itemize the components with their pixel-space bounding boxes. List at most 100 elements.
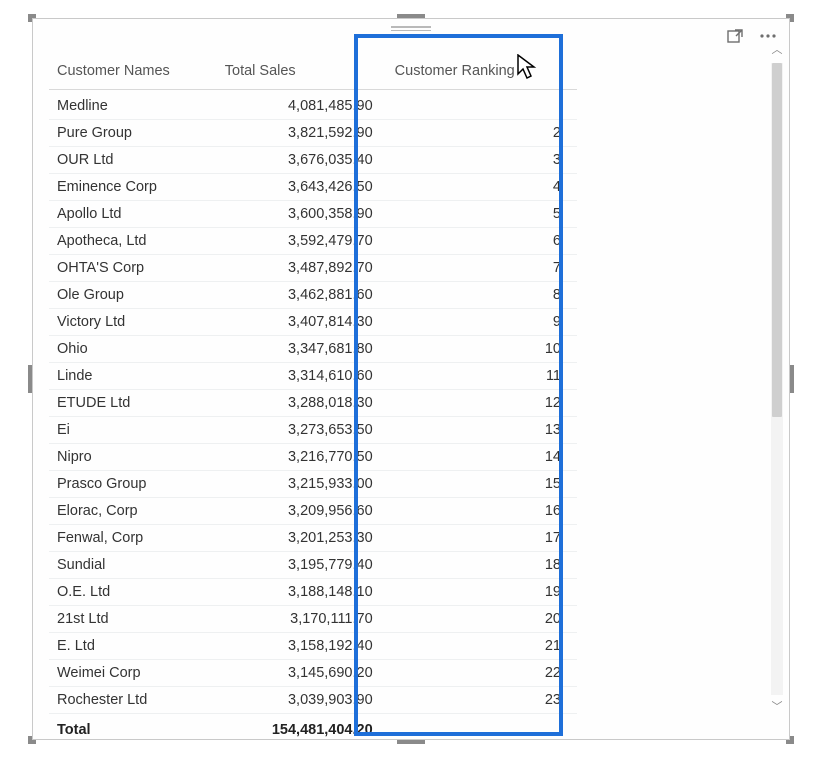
cell-customer-name: Nipro — [49, 444, 217, 471]
table-row[interactable]: Nipro3,216,770.5014 — [49, 444, 577, 471]
cell-customer-ranking: 17 — [381, 525, 577, 552]
cell-customer-name: Fenwal, Corp — [49, 525, 217, 552]
cell-total-sales: 3,288,018.30 — [217, 390, 381, 417]
scrollbar-thumb[interactable] — [772, 63, 782, 417]
customer-table: Customer Names Total Sales Customer Rank… — [49, 57, 577, 744]
table-row[interactable]: Victory Ltd3,407,814.309 — [49, 309, 577, 336]
scroll-up-icon[interactable]: ︿ — [771, 45, 783, 56]
cell-customer-ranking: 9 — [381, 309, 577, 336]
table-row[interactable]: Apollo Ltd3,600,358.905 — [49, 201, 577, 228]
cell-customer-name: 21st Ltd — [49, 606, 217, 633]
cell-total-sales: 3,462,881.60 — [217, 282, 381, 309]
cell-total-sales: 3,592,479.70 — [217, 228, 381, 255]
table-header-row: Customer Names Total Sales Customer Rank… — [49, 57, 577, 90]
cell-total-sales: 3,821,592.90 — [217, 120, 381, 147]
cell-customer-name: Apotheca, Ltd — [49, 228, 217, 255]
cell-total-sales: 3,347,681.80 — [217, 336, 381, 363]
cell-total-sales: 3,676,035.40 — [217, 147, 381, 174]
drag-grip[interactable] — [391, 25, 431, 32]
col-header-total-sales[interactable]: Total Sales — [217, 57, 381, 90]
table-row[interactable]: OUR Ltd3,676,035.403 — [49, 147, 577, 174]
cell-total-sales: 4,081,485.90 — [217, 90, 381, 120]
cell-customer-name: Ole Group — [49, 282, 217, 309]
cell-customer-name: OHTA'S Corp — [49, 255, 217, 282]
total-rank — [381, 714, 577, 745]
table-row[interactable]: Sundial3,195,779.4018 — [49, 552, 577, 579]
cell-total-sales: 3,314,610.60 — [217, 363, 381, 390]
cell-customer-ranking: 15 — [381, 471, 577, 498]
cell-customer-name: Linde — [49, 363, 217, 390]
cell-customer-ranking: 21 — [381, 633, 577, 660]
cell-total-sales: 3,600,358.90 — [217, 201, 381, 228]
cell-total-sales: 3,487,892.70 — [217, 255, 381, 282]
total-sales: 154,481,404.20 — [217, 714, 381, 745]
cell-customer-name: Elorac, Corp — [49, 498, 217, 525]
scroll-down-icon[interactable]: ﹀ — [771, 702, 783, 713]
table-area: Customer Names Total Sales Customer Rank… — [49, 57, 761, 721]
table-row[interactable]: Fenwal, Corp3,201,253.3017 — [49, 525, 577, 552]
cell-total-sales: 3,643,426.50 — [217, 174, 381, 201]
cell-customer-name: O.E. Ltd — [49, 579, 217, 606]
cell-customer-name: Eminence Corp — [49, 174, 217, 201]
table-row[interactable]: Elorac, Corp3,209,956.6016 — [49, 498, 577, 525]
cell-total-sales: 3,158,192.40 — [217, 633, 381, 660]
cell-customer-name: Weimei Corp — [49, 660, 217, 687]
cell-customer-name: Ei — [49, 417, 217, 444]
cell-customer-name: Sundial — [49, 552, 217, 579]
cell-total-sales: 3,215,933.00 — [217, 471, 381, 498]
cell-customer-ranking: 8 — [381, 282, 577, 309]
cell-customer-ranking: 4 — [381, 174, 577, 201]
table-row[interactable]: Pure Group3,821,592.902 — [49, 120, 577, 147]
table-row[interactable]: Linde3,314,610.6011 — [49, 363, 577, 390]
table-row[interactable]: Rochester Ltd3,039,903.9023 — [49, 687, 577, 714]
cell-total-sales: 3,201,253.30 — [217, 525, 381, 552]
cell-customer-name: Rochester Ltd — [49, 687, 217, 714]
table-row[interactable]: Eminence Corp3,643,426.504 — [49, 174, 577, 201]
cell-total-sales: 3,170,111.70 — [217, 606, 381, 633]
cell-total-sales: 3,188,148.10 — [217, 579, 381, 606]
cell-customer-ranking: 2 — [381, 120, 577, 147]
visual-frame[interactable]: Customer Names Total Sales Customer Rank… — [32, 18, 790, 740]
visual-toolbar — [725, 25, 779, 47]
vertical-scrollbar[interactable]: ︿ ﹀ — [771, 63, 783, 695]
cell-total-sales: 3,407,814.30 — [217, 309, 381, 336]
cell-customer-ranking: 5 — [381, 201, 577, 228]
table-row[interactable]: 21st Ltd3,170,111.7020 — [49, 606, 577, 633]
cell-customer-name: Ohio — [49, 336, 217, 363]
cell-customer-ranking: 12 — [381, 390, 577, 417]
table-row[interactable]: Ei3,273,653.5013 — [49, 417, 577, 444]
cell-total-sales: 3,216,770.50 — [217, 444, 381, 471]
table-row[interactable]: Medline4,081,485.90 — [49, 90, 577, 120]
cell-customer-ranking: 7 — [381, 255, 577, 282]
table-row[interactable]: ETUDE Ltd3,288,018.3012 — [49, 390, 577, 417]
cell-total-sales: 3,039,903.90 — [217, 687, 381, 714]
table-total-row: Total 154,481,404.20 — [49, 714, 577, 745]
table-row[interactable]: Apotheca, Ltd3,592,479.706 — [49, 228, 577, 255]
col-header-customer-names[interactable]: Customer Names — [49, 57, 217, 90]
col-header-customer-ranking[interactable]: Customer Ranking — [381, 57, 577, 90]
cell-customer-name: Prasco Group — [49, 471, 217, 498]
canvas: Customer Names Total Sales Customer Rank… — [0, 0, 819, 768]
cell-customer-ranking: 23 — [381, 687, 577, 714]
cell-customer-ranking: 13 — [381, 417, 577, 444]
cell-customer-ranking: 11 — [381, 363, 577, 390]
cell-customer-ranking: 16 — [381, 498, 577, 525]
table-row[interactable]: Weimei Corp3,145,690.2022 — [49, 660, 577, 687]
table-row[interactable]: O.E. Ltd3,188,148.1019 — [49, 579, 577, 606]
table-row[interactable]: Ohio3,347,681.8010 — [49, 336, 577, 363]
cell-total-sales: 3,145,690.20 — [217, 660, 381, 687]
cell-customer-ranking — [381, 90, 577, 120]
cell-customer-name: E. Ltd — [49, 633, 217, 660]
cell-customer-name: Apollo Ltd — [49, 201, 217, 228]
cell-customer-ranking: 20 — [381, 606, 577, 633]
cell-customer-name: ETUDE Ltd — [49, 390, 217, 417]
table-row[interactable]: E. Ltd3,158,192.4021 — [49, 633, 577, 660]
table-row[interactable]: Prasco Group3,215,933.0015 — [49, 471, 577, 498]
focus-mode-icon[interactable] — [725, 25, 747, 47]
cell-total-sales: 3,273,653.50 — [217, 417, 381, 444]
cell-customer-ranking: 3 — [381, 147, 577, 174]
cell-customer-ranking: 22 — [381, 660, 577, 687]
table-row[interactable]: Ole Group3,462,881.608 — [49, 282, 577, 309]
table-row[interactable]: OHTA'S Corp3,487,892.707 — [49, 255, 577, 282]
cell-customer-ranking: 18 — [381, 552, 577, 579]
